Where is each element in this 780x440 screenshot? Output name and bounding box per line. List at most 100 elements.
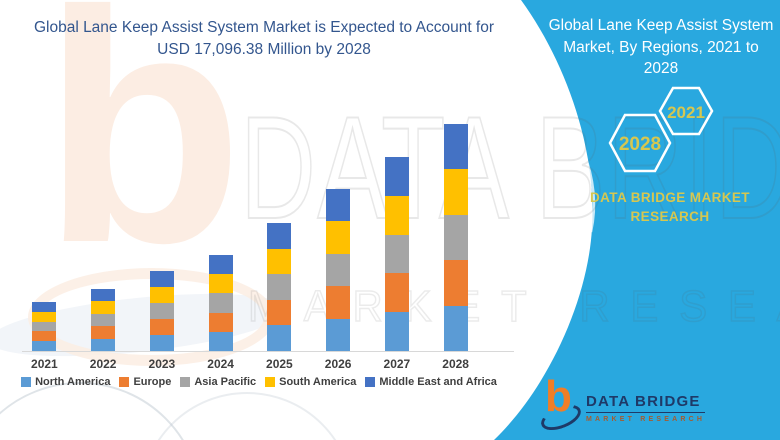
segment-middle-east-and-africa — [267, 223, 292, 249]
segment-south-america — [384, 195, 409, 235]
segment-south-america — [208, 274, 233, 294]
segment-europe — [149, 319, 174, 336]
databridge-logo-icon: b — [537, 375, 585, 436]
legend-item-europe: Europe — [119, 376, 171, 388]
segment-asia-pacific — [208, 293, 233, 313]
bar-column-2023 — [133, 118, 192, 351]
segment-europe — [384, 273, 409, 313]
watermark-b-letter: b — [42, 0, 244, 311]
hexagon-2028 — [608, 113, 672, 173]
logo-text: DATA BRIDGE MARKET RESEARCH — [586, 393, 706, 423]
segment-north-america — [443, 305, 468, 351]
stacked-bar-2027 — [384, 157, 409, 351]
stacked-bar-2026 — [326, 189, 351, 351]
stacked-bar-2023 — [149, 271, 174, 351]
x-axis-label-2025: 2025 — [266, 357, 293, 371]
segment-europe — [91, 326, 116, 339]
legend-swatch-asia-pacific — [180, 377, 191, 387]
segment-asia-pacific — [267, 274, 292, 300]
side-title-line1: Global Lane Keep Assist System — [548, 17, 774, 34]
bar-column-2024 — [191, 118, 250, 351]
segment-asia-pacific — [384, 234, 409, 274]
segment-middle-east-and-africa — [443, 124, 468, 170]
main-title: Global Lane Keep Assist System Market is… — [28, 17, 500, 60]
segment-north-america — [149, 335, 174, 351]
bar-column-2022 — [74, 118, 133, 351]
legend-item-middle-east-and-africa: Middle East and Africa — [365, 376, 497, 388]
segment-asia-pacific — [149, 303, 174, 320]
segment-asia-pacific — [443, 214, 468, 261]
x-axis-label-2022: 2022 — [89, 357, 117, 371]
legend-swatch-europe — [119, 377, 130, 387]
legend-swatch-middle-east-and-africa — [365, 377, 376, 387]
bar-column-2025 — [250, 118, 309, 351]
legend-item-asia-pacific: Asia Pacific — [180, 376, 256, 388]
logo-b-glyph: b — [545, 372, 572, 421]
segment-europe — [208, 312, 233, 332]
segment-europe — [326, 286, 351, 319]
segment-north-america — [326, 318, 351, 351]
segment-middle-east-and-africa — [91, 289, 116, 302]
segment-south-america — [443, 169, 468, 215]
hexagon-2021 — [658, 86, 714, 136]
databridge-logo: b DATA BRIDGE MARKET RESEARCH — [537, 375, 706, 436]
legend-label-asia-pacific: Asia Pacific — [194, 376, 257, 388]
legend-label-middle-east-and-africa: Middle East and Africa — [379, 376, 497, 388]
stacked-bar-2025 — [267, 223, 292, 351]
segment-europe — [443, 260, 468, 306]
x-axis-label-2028: 2028 — [442, 357, 469, 371]
legend-swatch-north-america — [21, 377, 32, 387]
x-axis-line — [22, 351, 514, 352]
legend-label-south-america: South America — [279, 376, 357, 388]
segment-north-america — [208, 331, 233, 351]
side-panel-title: Global Lane Keep Assist System Market, B… — [548, 15, 774, 80]
stacked-bar-2024 — [208, 255, 233, 351]
main-title-line2: USD 17,096.38 Million by 2028 — [157, 40, 371, 58]
segment-south-america — [326, 221, 351, 254]
hexagon-badges: 2028 2021 — [608, 86, 714, 173]
hexagon-2021-label: 2021 — [667, 103, 705, 122]
cyan-swoosh-shape — [494, 0, 780, 440]
side-title-line2: Market, By Regions, 2021 to 2028 — [563, 38, 759, 78]
stacked-bar-2021 — [32, 302, 57, 351]
x-axis-labels: 2021 2022 2023 2024 2025 2026 2027 2028 — [15, 357, 485, 371]
segment-middle-east-and-africa — [326, 189, 351, 222]
segment-north-america — [32, 341, 57, 351]
white-arc-accent — [581, 149, 596, 233]
segment-middle-east-and-africa — [384, 157, 409, 196]
brand-caption-line2: RESEARCH — [630, 209, 710, 224]
bar-column-2028 — [426, 118, 485, 351]
hexagon-2028-label: 2028 — [619, 134, 661, 155]
segment-north-america — [91, 338, 116, 351]
x-axis-label-2024: 2024 — [207, 357, 234, 371]
bar-columns — [15, 118, 485, 351]
stacked-bar-2022 — [91, 289, 116, 351]
segment-europe — [32, 331, 57, 342]
segment-south-america — [267, 248, 292, 275]
x-axis-label-2027: 2027 — [383, 357, 411, 371]
segment-middle-east-and-africa — [208, 255, 233, 275]
legend-label-europe: Europe — [133, 376, 172, 388]
x-axis-label-2026: 2026 — [324, 357, 352, 371]
legend-label-north-america: North America — [35, 376, 111, 388]
logo-tagline: MARKET RESEARCH — [586, 416, 706, 423]
segment-middle-east-and-africa — [149, 271, 174, 288]
bar-column-2027 — [368, 118, 427, 351]
brand-caption: DATA BRIDGE MARKET RESEARCH — [556, 188, 780, 226]
logo-title: DATA BRIDGE — [586, 393, 706, 413]
segment-south-america — [32, 311, 57, 322]
main-title-line1: Global Lane Keep Assist System Market is… — [33, 19, 495, 36]
segment-asia-pacific — [32, 321, 57, 332]
chart-legend: North America Europe Asia Pacific South Ame… — [8, 376, 510, 388]
legend-swatch-south-america — [265, 377, 276, 387]
segment-south-america — [91, 301, 116, 314]
bar-column-2026 — [309, 118, 368, 351]
brand-caption-line1: DATA BRIDGE MARKET — [590, 190, 750, 205]
segment-south-america — [149, 287, 174, 304]
legend-item-north-america: North America — [21, 376, 110, 388]
stacked-bar-2028 — [443, 124, 468, 351]
segment-asia-pacific — [326, 253, 351, 287]
segment-north-america — [267, 325, 292, 351]
segment-europe — [267, 299, 292, 326]
